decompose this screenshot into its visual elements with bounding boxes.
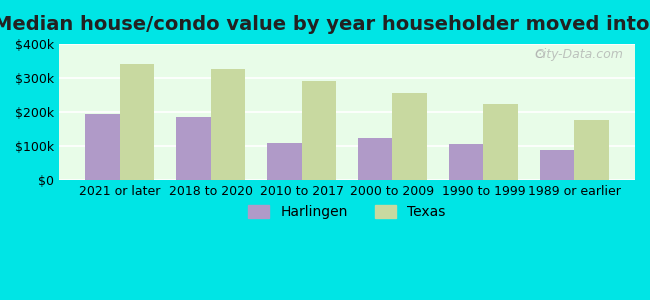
Bar	[484, 103, 518, 180]
Bar	[358, 138, 393, 180]
Bar	[448, 144, 484, 180]
Text: ⊙: ⊙	[535, 48, 546, 61]
Bar	[540, 150, 574, 180]
Bar	[120, 64, 154, 180]
Bar	[302, 81, 336, 180]
Legend: Harlingen, Texas: Harlingen, Texas	[242, 200, 451, 225]
Bar	[393, 93, 427, 180]
Bar	[267, 143, 302, 180]
Bar	[85, 114, 120, 180]
Bar	[211, 69, 245, 180]
Title: Median house/condo value by year householder moved into unit: Median house/condo value by year househo…	[0, 15, 650, 34]
Text: City-Data.com: City-Data.com	[534, 48, 623, 61]
Bar	[176, 117, 211, 180]
Bar	[574, 119, 609, 180]
